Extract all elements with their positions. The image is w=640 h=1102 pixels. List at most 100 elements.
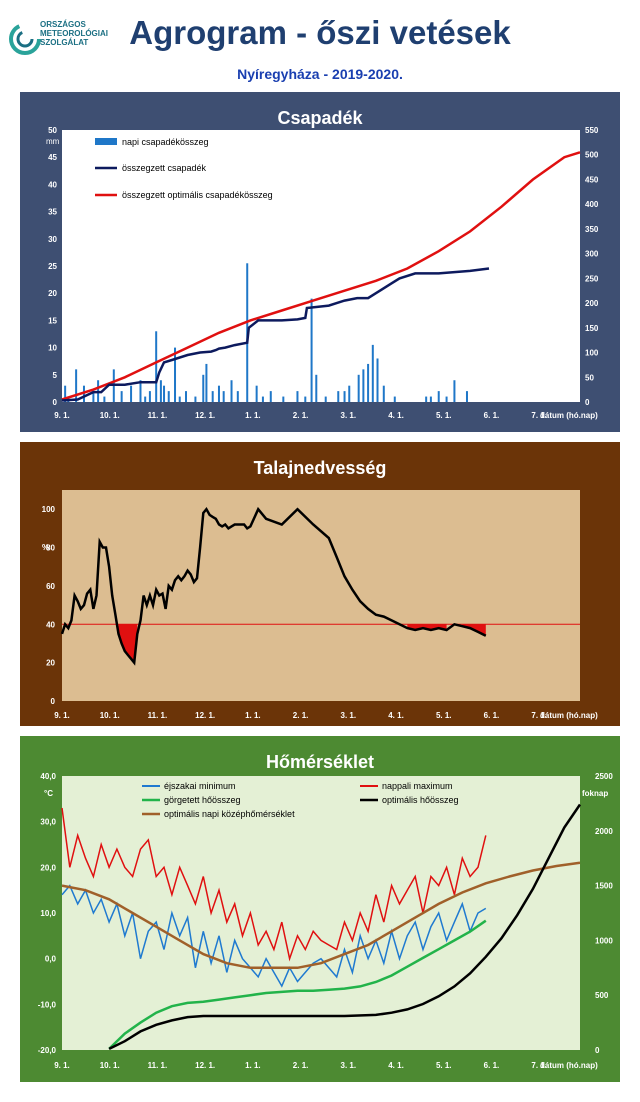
- precip-bar: [236, 391, 239, 402]
- x-tick-label: 2. 1.: [293, 411, 309, 420]
- y-right-tick-label: 400: [585, 200, 599, 209]
- precipitation-x-unit: dátum (hó.nap): [540, 411, 598, 420]
- x-tick-label: 9. 1.: [54, 1061, 70, 1070]
- precip-bar: [445, 396, 448, 402]
- precip-bar: [255, 385, 258, 402]
- y-tick-label: 20: [46, 659, 55, 668]
- y-right-tick-label: 1500: [595, 882, 613, 891]
- precip-bar: [159, 380, 162, 402]
- precip-bar: [382, 385, 385, 402]
- precip-bar: [205, 363, 208, 402]
- precip-bar: [429, 396, 432, 402]
- precip-bar: [376, 358, 379, 402]
- precip-bar: [185, 391, 188, 402]
- x-tick-label: 5. 1.: [436, 411, 452, 420]
- x-tick-label: 3. 1.: [341, 1061, 357, 1070]
- precip-bar: [324, 396, 327, 402]
- logo-swirl-icon: [9, 23, 41, 55]
- logo-line-3: SZOLGÁLAT: [40, 38, 89, 47]
- precip-bar: [261, 396, 264, 402]
- x-tick-label: 1. 1.: [245, 711, 261, 720]
- precip-bar: [393, 396, 396, 402]
- y-tick-label: 30: [48, 235, 57, 244]
- temperature-y-right-unit: foknap: [582, 789, 608, 798]
- y-tick-label: 40: [48, 180, 57, 189]
- precip-bar: [437, 391, 440, 402]
- x-tick-label: 11. 1.: [148, 711, 168, 720]
- logo-line-1: ORSZÁGOS: [40, 20, 86, 29]
- y-tick-label: 30,0: [40, 818, 56, 827]
- y-tick-label: 15: [48, 316, 57, 325]
- precip-bar: [139, 380, 142, 402]
- precip-bar: [130, 385, 133, 402]
- y-right-tick-label: 2500: [595, 772, 613, 781]
- precipitation-y-unit: mm: [46, 137, 60, 146]
- precip-bar: [217, 385, 220, 402]
- cumulative-precip-line: [61, 267, 490, 402]
- x-tick-label: 4. 1.: [388, 1061, 404, 1070]
- y-right-tick-label: 500: [595, 991, 609, 1000]
- legend-cumulative: összegzett csapadék: [122, 163, 207, 173]
- legend-opt-sum: optimális hőösszeg: [382, 795, 459, 805]
- precip-bar: [296, 391, 299, 402]
- x-tick-label: 5. 1.: [436, 1061, 452, 1070]
- y-right-tick-label: 200: [585, 299, 599, 308]
- y-right-tick-label: 450: [585, 175, 599, 184]
- x-tick-label: 6. 1.: [484, 1061, 500, 1070]
- legend-rolling: görgetett hőösszeg: [164, 795, 241, 805]
- precip-bar: [425, 396, 428, 402]
- x-tick-label: 12. 1.: [195, 411, 215, 420]
- temperature-x-unit: dátum (hó.nap): [540, 1061, 598, 1070]
- precip-bar: [269, 391, 272, 402]
- x-tick-label: 12. 1.: [195, 711, 215, 720]
- precipitation-legend: napi csapadékösszeg összegzett csapadék …: [95, 137, 273, 200]
- precip-bar: [371, 344, 374, 402]
- precip-bar: [337, 391, 340, 402]
- x-tick-label: 1. 1.: [245, 1061, 261, 1070]
- y-tick-label: 35: [48, 208, 57, 217]
- legend-min: éjszakai minimum: [164, 781, 236, 791]
- x-tick-label: 3. 1.: [341, 711, 357, 720]
- precip-bar: [174, 347, 177, 402]
- x-tick-label: 9. 1.: [54, 411, 70, 420]
- logo-line-2: METEOROLÓGIAI: [40, 29, 108, 38]
- y-tick-label: 5: [53, 371, 58, 380]
- soil-moisture-plot-area: [62, 490, 580, 701]
- precip-bar: [64, 385, 67, 402]
- day-maximum-line: [61, 807, 487, 962]
- y-right-tick-label: 1000: [595, 936, 613, 945]
- x-tick-label: 10. 1.: [100, 411, 120, 420]
- x-tick-label: 7. 1.: [531, 711, 547, 720]
- y-tick-label: 40: [46, 620, 55, 629]
- x-tick-label: 10. 1.: [100, 1061, 120, 1070]
- precipitation-plot-area: [62, 130, 580, 402]
- temperature-legend: éjszakai minimum nappali maximum görgete…: [142, 781, 459, 819]
- y-tick-label: 40,0: [40, 772, 56, 781]
- y-right-tick-label: 2000: [595, 827, 613, 836]
- precip-bar: [92, 391, 95, 402]
- optimal-daily-mean-line: [61, 861, 581, 970]
- y-tick-label: 80: [46, 544, 55, 553]
- precip-bar: [282, 396, 285, 402]
- y-right-tick-label: 100: [585, 349, 599, 358]
- y-right-tick-label: 550: [585, 126, 599, 135]
- x-tick-label: 2. 1.: [293, 1061, 309, 1070]
- x-tick-label: 12. 1.: [195, 1061, 215, 1070]
- y-right-tick-label: 50: [585, 373, 594, 382]
- precip-bar: [343, 391, 346, 402]
- precip-bar: [144, 396, 147, 402]
- precip-bar: [163, 385, 166, 402]
- y-tick-label: 0,0: [45, 955, 57, 964]
- x-tick-label: 6. 1.: [484, 711, 500, 720]
- y-tick-label: 10: [48, 344, 57, 353]
- precip-bar: [167, 391, 170, 402]
- logo: [8, 20, 148, 60]
- y-tick-label: 10,0: [40, 909, 56, 918]
- precip-bar: [178, 396, 181, 402]
- page-title: Agrogram - őszi vetések: [129, 14, 511, 51]
- precip-bar: [367, 363, 370, 402]
- precip-bar: [453, 380, 456, 402]
- precip-bar: [310, 298, 313, 402]
- y-tick-label: 50: [48, 126, 57, 135]
- x-tick-label: 11. 1.: [148, 411, 168, 420]
